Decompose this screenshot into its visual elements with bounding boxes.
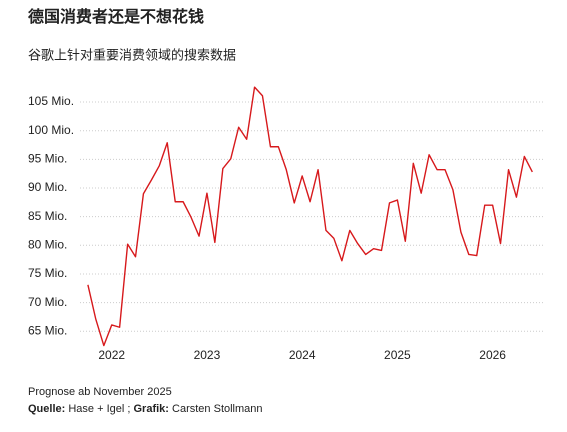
x-tick-label: 2026 (479, 348, 506, 362)
x-tick-label: 2022 (98, 348, 125, 362)
x-tick-label: 2024 (289, 348, 316, 362)
y-tick-label: 105 Mio. (28, 94, 74, 108)
y-tick-label: 65 Mio. (28, 323, 67, 337)
y-tick-label: 95 Mio. (28, 152, 67, 166)
source-label: Quelle: (28, 403, 65, 415)
note: Prognose ab November 2025 (28, 386, 172, 398)
y-tick-label: 85 Mio. (28, 209, 67, 223)
y-tick-label: 75 Mio. (28, 266, 67, 280)
chart-subtitle: 谷歌上针对重要消费领域的搜索数据 (28, 47, 236, 62)
x-tick-label: 2023 (194, 348, 221, 362)
credit: Carsten Stollmann (172, 403, 263, 415)
y-tick-label: 70 Mio. (28, 295, 67, 309)
line (87, 86, 533, 347)
y-tick-label: 100 Mio. (28, 123, 74, 137)
x-tick-label: 2025 (384, 348, 411, 362)
y-tick-label: 90 Mio. (28, 180, 67, 194)
credit-label: Grafik: (134, 403, 169, 415)
chart-title: 德国消费者还是不想花钱 (28, 7, 204, 26)
source-line: Quelle: Hase + Igel ; Grafik: Carsten St… (28, 403, 263, 415)
y-tick-label: 80 Mio. (28, 237, 67, 251)
source: Hase + Igel ; (68, 403, 130, 415)
